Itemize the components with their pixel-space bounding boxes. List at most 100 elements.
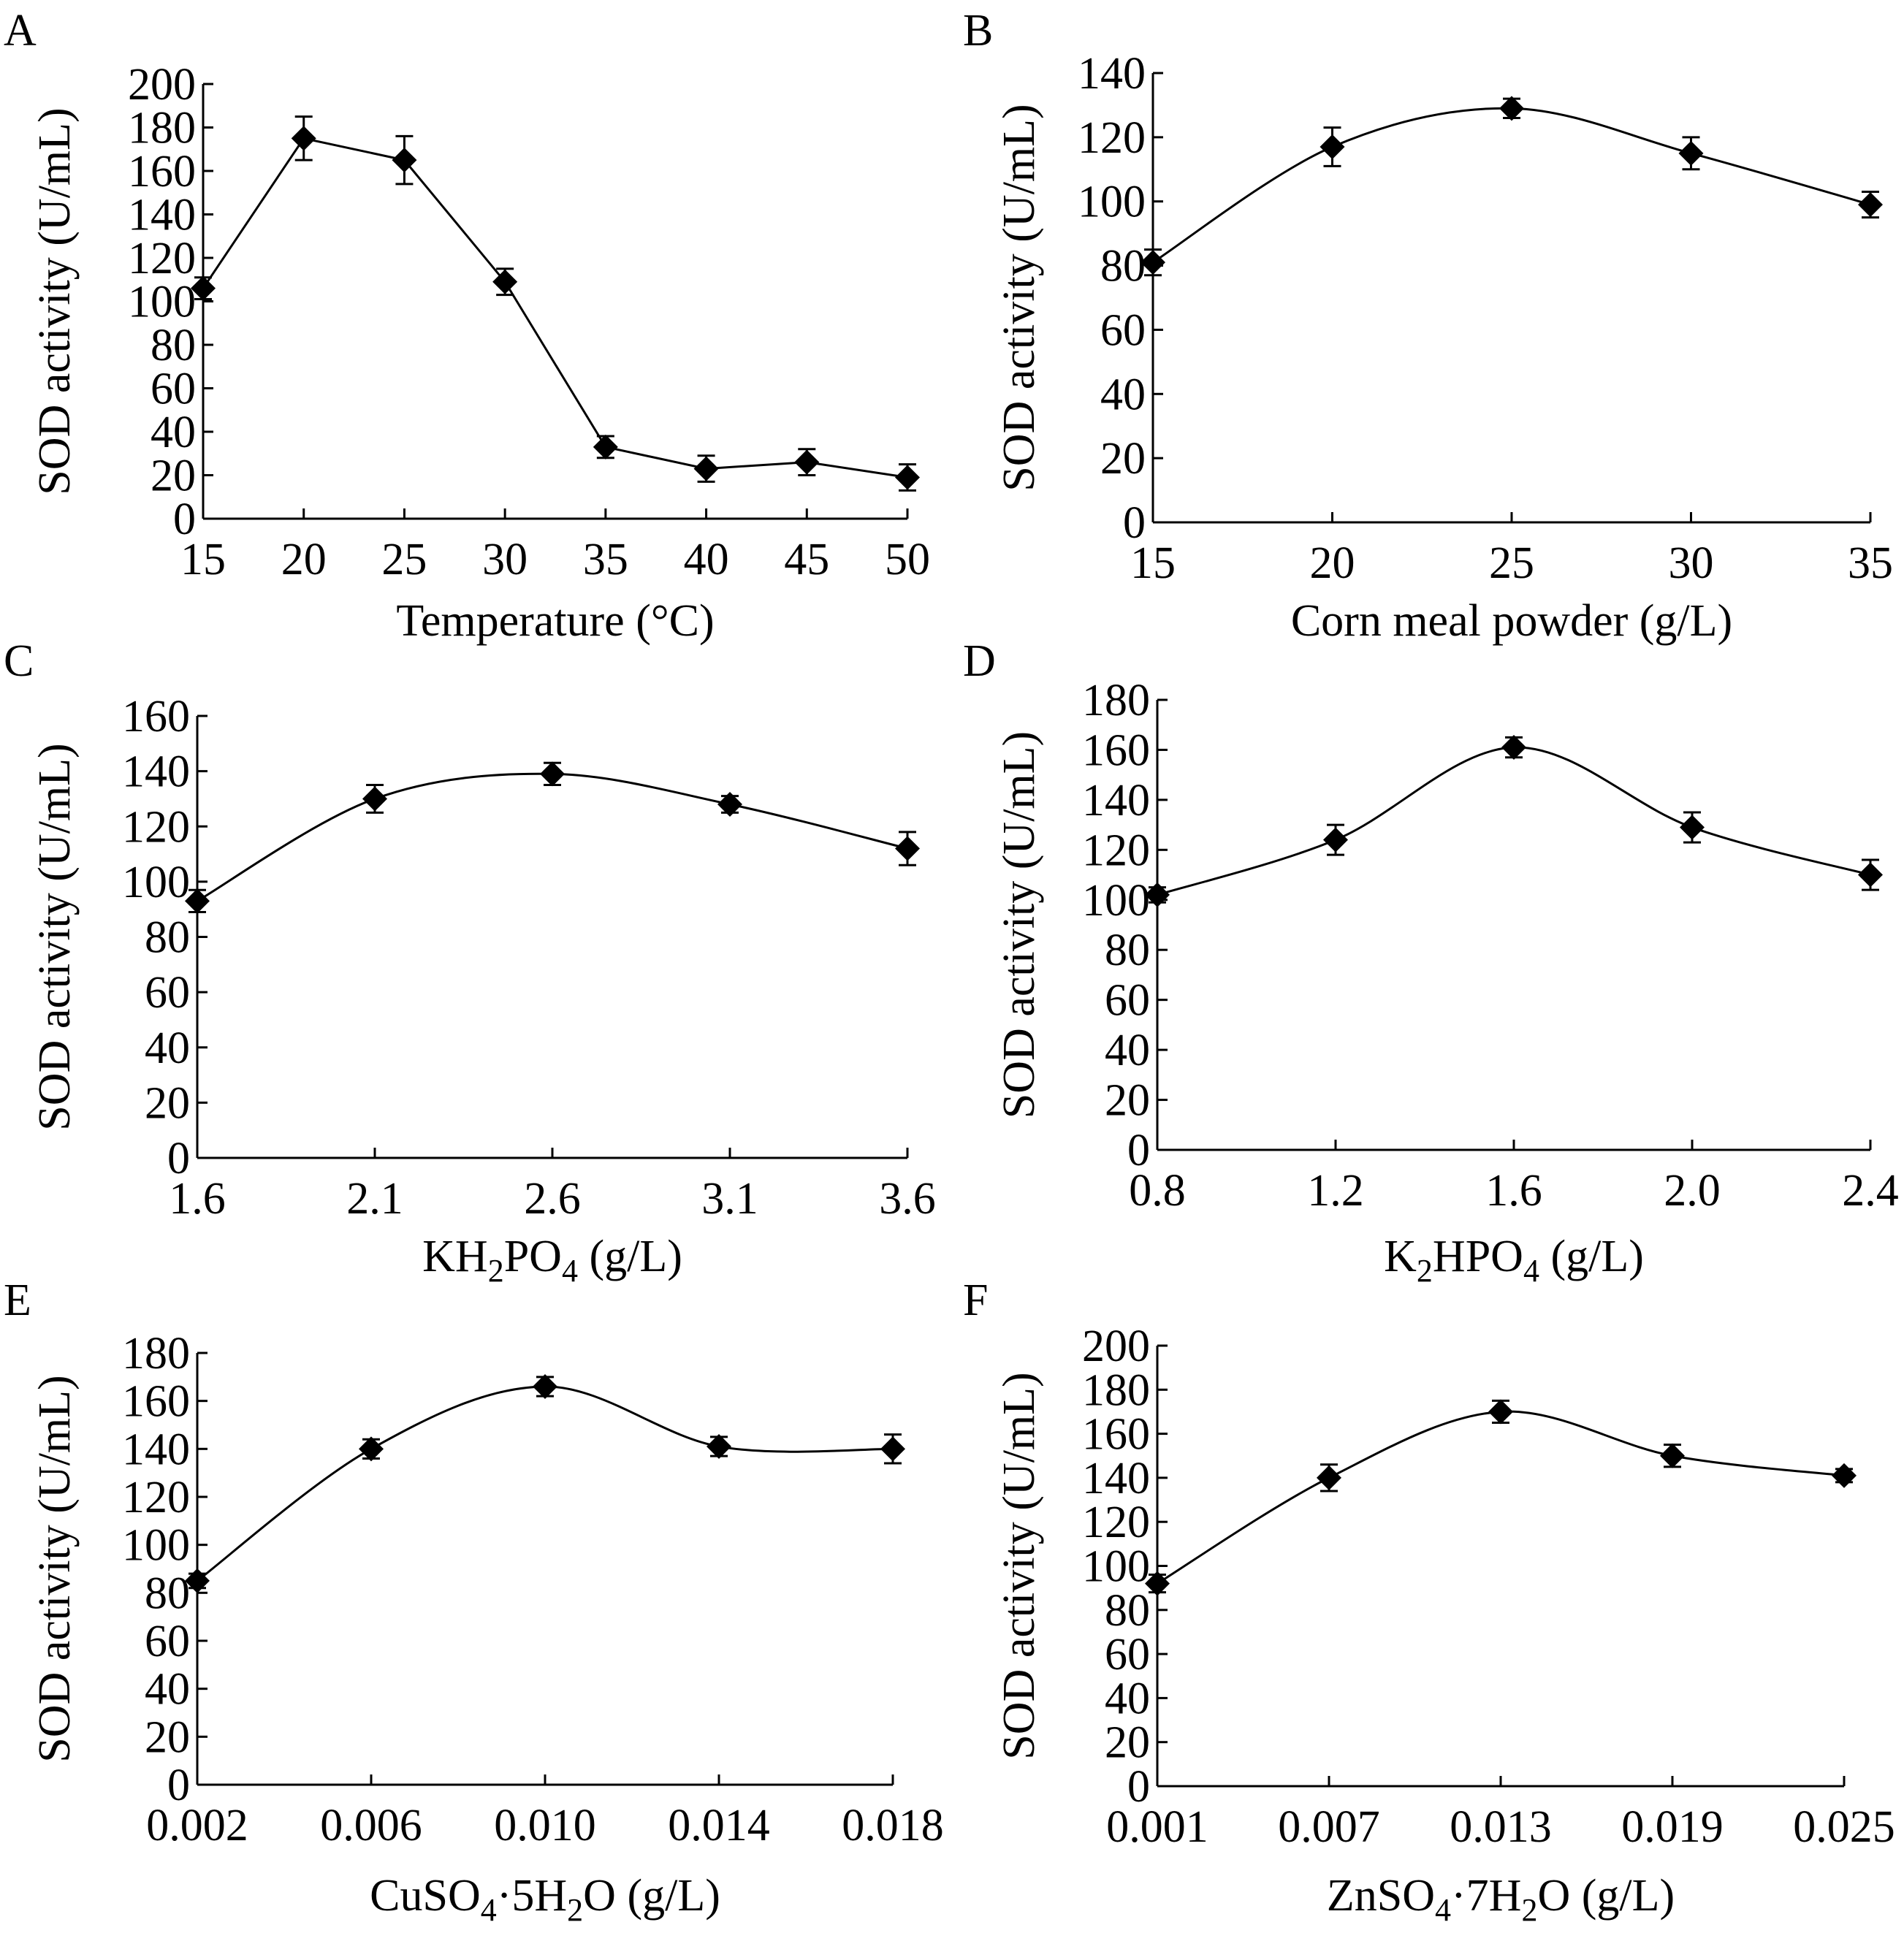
y-axis-label: SOD activity (U/mL) xyxy=(994,104,1044,491)
x-tick-label: 0.002 xyxy=(146,1801,248,1850)
data-point xyxy=(533,1373,557,1399)
y-tick-label: 140 xyxy=(1082,776,1150,826)
data-point xyxy=(540,761,565,787)
data-point xyxy=(1501,735,1526,760)
x-tick-label: 0.010 xyxy=(494,1801,596,1850)
series-line xyxy=(197,772,908,902)
y-tick-label: 140 xyxy=(128,191,196,240)
data-point xyxy=(880,1436,905,1462)
x-tick-label: 50 xyxy=(885,535,930,584)
x-tick-label: 0.007 xyxy=(1278,1802,1380,1852)
x-tick-label: 1.6 xyxy=(169,1174,226,1224)
y-axis-label: SOD activity (U/mL) xyxy=(30,743,80,1130)
y-tick-label: 140 xyxy=(1082,1454,1150,1503)
data-point xyxy=(1660,1443,1685,1468)
y-tick-label: 100 xyxy=(128,278,196,327)
y-tick-label: 120 xyxy=(128,234,196,283)
y-tick-label: 40 xyxy=(145,1023,190,1073)
y-tick-label: 160 xyxy=(122,1377,190,1427)
y-tick-label: 0 xyxy=(1123,498,1146,548)
data-point xyxy=(693,456,719,481)
y-tick-label: 60 xyxy=(1100,305,1146,355)
y-tick-label: 40 xyxy=(1105,1026,1150,1075)
data-point xyxy=(392,148,417,173)
y-tick-label: 20 xyxy=(151,451,196,501)
y-tick-label: 100 xyxy=(122,858,190,907)
data-point xyxy=(1141,250,1165,275)
data-point xyxy=(191,275,216,301)
x-tick-label: 40 xyxy=(684,535,729,584)
data-point xyxy=(794,449,820,475)
y-tick-label: 0 xyxy=(173,495,196,544)
data-point xyxy=(185,888,210,914)
y-tick-label: 160 xyxy=(1082,1410,1150,1460)
y-tick-label: 40 xyxy=(1105,1674,1150,1723)
data-point xyxy=(1145,882,1170,907)
data-point xyxy=(1145,1571,1170,1596)
y-tick-label: 180 xyxy=(122,1329,190,1379)
x-axis-label: KH2PO4 (g/L) xyxy=(422,1232,682,1289)
series-line xyxy=(202,137,908,479)
series-line xyxy=(1157,746,1871,896)
y-tick-label: 100 xyxy=(1082,1542,1150,1592)
y-tick-label: 60 xyxy=(1105,976,1150,1026)
y-tick-label: 180 xyxy=(1082,1365,1150,1415)
y-tick-label: 60 xyxy=(145,1617,190,1666)
x-tick-label: 1.2 xyxy=(1307,1166,1364,1216)
data-point xyxy=(1832,1463,1857,1488)
data-point xyxy=(707,1434,731,1460)
y-axis-label: SOD activity (U/mL) xyxy=(30,107,80,495)
data-point xyxy=(895,465,920,490)
x-tick-label: 20 xyxy=(281,535,327,584)
data-point xyxy=(1858,192,1883,218)
data-point xyxy=(1317,1465,1341,1490)
panel-b: B 0 20 40 60 80 100 120 140 15 20 25 30 35 SOD activit… xyxy=(963,6,1893,646)
x-tick-label: 1.6 xyxy=(1485,1166,1542,1216)
y-tick-label: 20 xyxy=(145,1712,190,1762)
data-point xyxy=(1323,827,1348,853)
y-tick-label: 80 xyxy=(1105,926,1150,975)
x-tick-label: 30 xyxy=(482,535,528,584)
y-tick-label: 20 xyxy=(1105,1718,1150,1768)
data-point xyxy=(362,786,387,812)
y-tick-label: 100 xyxy=(1082,876,1150,926)
data-point xyxy=(492,269,518,294)
x-tick-label: 0.025 xyxy=(1793,1802,1895,1852)
y-tick-label: 40 xyxy=(151,408,196,457)
x-tick-label: 35 xyxy=(583,535,628,584)
y-tick-label: 80 xyxy=(145,913,190,963)
panel-letter: E xyxy=(4,1276,31,1325)
x-tick-label: 2.6 xyxy=(524,1174,581,1224)
x-tick-label: 25 xyxy=(381,535,427,584)
y-tick-label: 120 xyxy=(122,1473,190,1522)
y-axis-label: SOD activity (U/mL) xyxy=(994,731,1044,1118)
x-tick-label: 3.6 xyxy=(879,1174,936,1224)
y-tick-label: 180 xyxy=(1082,676,1150,725)
x-tick-label: 30 xyxy=(1669,538,1714,588)
data-point xyxy=(717,792,742,817)
y-axis-label: SOD activity (U/mL) xyxy=(994,1372,1044,1759)
x-tick-label: 0.018 xyxy=(842,1801,944,1850)
data-point xyxy=(291,126,316,151)
x-axis-label: K2HPO4 (g/L) xyxy=(1384,1232,1644,1289)
y-tick-label: 60 xyxy=(145,968,190,1018)
x-tick-label: 0.019 xyxy=(1621,1802,1724,1852)
y-tick-label: 80 xyxy=(151,321,196,370)
y-tick-label: 120 xyxy=(1078,113,1146,163)
y-tick-label: 120 xyxy=(1082,826,1150,875)
panel-letter: C xyxy=(4,636,34,686)
x-tick-label: 0.006 xyxy=(320,1801,422,1850)
x-axis-label: ZnSO4·7H2O (g/L) xyxy=(1327,1871,1675,1928)
data-point xyxy=(359,1436,384,1462)
y-tick-label: 20 xyxy=(1105,1076,1150,1126)
y-tick-label: 180 xyxy=(128,104,196,153)
data-point xyxy=(1320,134,1345,160)
y-tick-label: 40 xyxy=(145,1665,190,1715)
y-tick-label: 120 xyxy=(122,802,190,852)
data-point xyxy=(1678,140,1704,166)
